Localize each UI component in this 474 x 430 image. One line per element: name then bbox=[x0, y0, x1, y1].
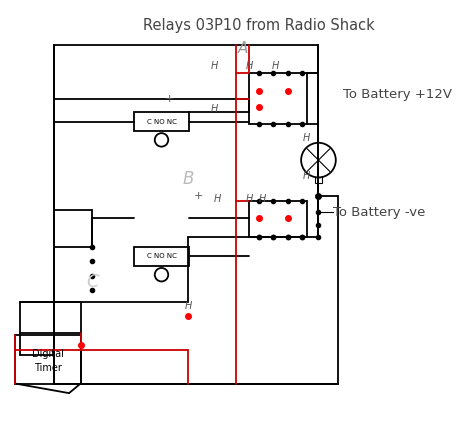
Text: H: H bbox=[211, 61, 218, 71]
Text: B: B bbox=[183, 170, 194, 188]
Text: A: A bbox=[238, 41, 248, 56]
Text: H: H bbox=[303, 133, 310, 143]
Bar bbox=[249, 200, 307, 237]
Text: H: H bbox=[303, 172, 310, 181]
Text: Digital
Timer: Digital Timer bbox=[32, 349, 64, 373]
Text: H: H bbox=[211, 104, 218, 114]
Bar bbox=[15, 335, 81, 384]
Text: H: H bbox=[246, 194, 253, 204]
Text: C NO NC: C NO NC bbox=[146, 253, 176, 259]
Bar bbox=[315, 178, 322, 183]
Text: To Battery +12V: To Battery +12V bbox=[343, 88, 452, 101]
Text: H: H bbox=[246, 61, 253, 71]
Text: To Battery -ve: To Battery -ve bbox=[333, 206, 425, 218]
Text: +: + bbox=[164, 95, 174, 104]
Text: +: + bbox=[193, 191, 203, 201]
Bar bbox=[134, 112, 190, 131]
Bar bbox=[134, 247, 190, 266]
Bar bbox=[249, 74, 307, 123]
Text: H: H bbox=[185, 301, 192, 311]
Text: Relays 03P10 from Radio Shack: Relays 03P10 from Radio Shack bbox=[143, 18, 374, 33]
Text: H: H bbox=[214, 194, 221, 204]
Text: C: C bbox=[86, 273, 99, 292]
Text: C NO NC: C NO NC bbox=[146, 119, 176, 125]
Text: H: H bbox=[259, 194, 266, 204]
Text: H: H bbox=[272, 61, 279, 71]
